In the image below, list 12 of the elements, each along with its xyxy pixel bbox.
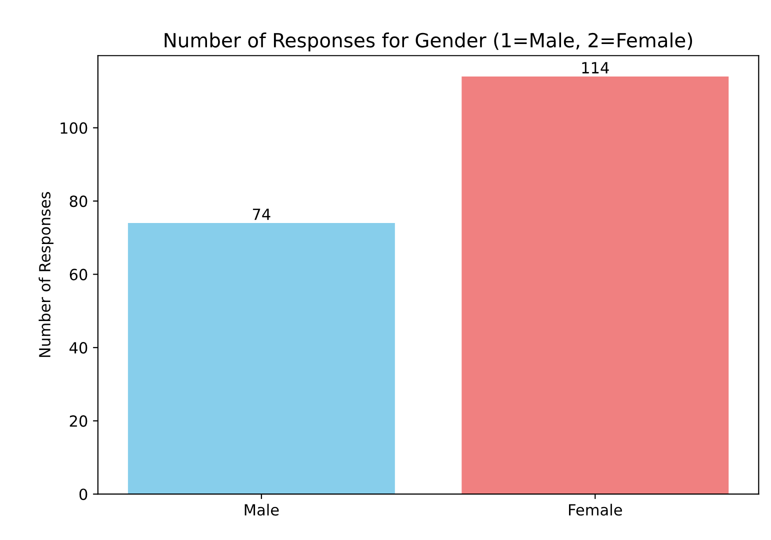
- y-tick-label: 20: [70, 415, 88, 427]
- chart-title: Number of Responses for Gender (1=Male, 2=Female): [164, 32, 692, 52]
- y-tick-label: 0: [79, 488, 88, 500]
- y-tick-label: 60: [70, 268, 88, 280]
- y-tick-label: 100: [60, 122, 88, 134]
- y-tick-label: 40: [70, 342, 88, 354]
- data-label: 74: [252, 208, 270, 220]
- x-tick-label: Male: [244, 504, 279, 516]
- x-tick-label: Female: [569, 504, 622, 516]
- y-tick-label: 80: [70, 196, 88, 208]
- y-axis-title: Number of Responses: [38, 192, 54, 357]
- data-label: 114: [582, 62, 609, 74]
